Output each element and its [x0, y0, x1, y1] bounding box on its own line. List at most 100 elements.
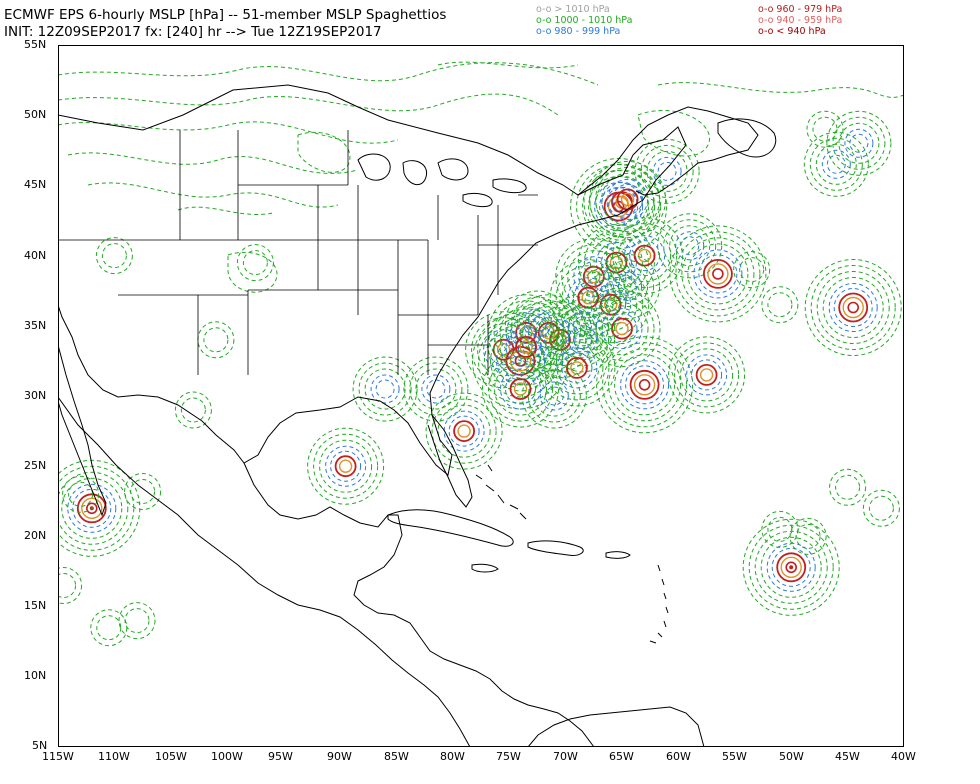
- pressure-contour-ring: [703, 258, 733, 289]
- pressure-contour-ring: [821, 149, 851, 179]
- pressure-contour-ring: [674, 342, 740, 408]
- pressure-contour-ring: [403, 356, 469, 422]
- florida-peninsula: [427, 414, 473, 508]
- pressure-contour-ring: [330, 450, 362, 482]
- pressure-contour-ring: [572, 266, 650, 344]
- pressure-contour-ring: [606, 313, 638, 345]
- pressure-contour-ring: [612, 183, 644, 215]
- pressure-contour-ring: [698, 254, 738, 294]
- pressure-contour-ring: [130, 479, 156, 504]
- yucatan-gulf-coastline: [243, 462, 595, 747]
- low-center: [668, 336, 746, 414]
- pressure-contour-ring: [595, 166, 661, 232]
- lon-label: 60W: [666, 750, 691, 763]
- low-center: [174, 391, 212, 429]
- lat-label: 10N: [24, 669, 47, 682]
- pressure-contour-ring: [810, 265, 896, 350]
- pressure-contour-ring: [804, 259, 902, 356]
- pressure-contour-ring: [828, 283, 878, 332]
- pressure-contour-ring: [58, 471, 129, 545]
- puerto-rico-island: [605, 551, 631, 559]
- lat-label: 25N: [24, 459, 47, 472]
- lon-label: 110W: [98, 750, 130, 763]
- pressure-contour-ring: [550, 307, 615, 373]
- low-center: [352, 356, 418, 422]
- pressure-contour-ring: [663, 219, 717, 273]
- pressure-contour-ring: [761, 510, 799, 548]
- pressure-contour-ring: [618, 277, 638, 296]
- pressure-contour-ring: [599, 187, 639, 226]
- pressure-contour-ring: [832, 116, 886, 170]
- low-center: [806, 110, 844, 148]
- mexico-central-america-coastline: [58, 396, 471, 747]
- pressure-contour-ring: [448, 415, 480, 447]
- low-center: [482, 350, 559, 428]
- pressure-contour-ring: [609, 255, 624, 270]
- pressure-contour-ring: [833, 288, 873, 327]
- pressure-contour-ring: [669, 225, 711, 267]
- pressure-contour-ring: [124, 473, 162, 510]
- pressure-contour-ring: [815, 143, 857, 185]
- spaghetti-map: [58, 45, 904, 747]
- cuba-island: [387, 509, 514, 547]
- lon-label: 75W: [496, 750, 521, 763]
- center-dot: [789, 565, 794, 570]
- low-center: [236, 244, 274, 282]
- pressure-contour-ring: [681, 237, 755, 311]
- pressure-contour-ring: [816, 271, 890, 344]
- pressure-contour-ring: [236, 244, 274, 282]
- pressure-contour-ring: [838, 122, 880, 164]
- lon-label: 85W: [384, 750, 409, 763]
- pressure-contour-ring: [443, 410, 485, 452]
- pressure-contour-ring: [844, 128, 874, 158]
- low-center: [595, 254, 661, 319]
- pressure-contour-ring: [505, 373, 536, 405]
- low-center: [307, 427, 385, 505]
- pressure-contour-ring: [601, 260, 655, 313]
- pressure-contour-ring: [578, 272, 644, 338]
- pressure-contour-ring: [544, 324, 576, 356]
- pressure-contour-ring: [566, 356, 588, 379]
- pressure-contour-ring: [589, 169, 655, 235]
- pressure-contour-ring: [313, 433, 379, 499]
- pressure-contour-ring: [101, 243, 127, 269]
- pressure-contour-ring: [180, 397, 206, 423]
- legend-entry-lt940: o-o < 940 hPa: [758, 26, 826, 37]
- pressure-contour-ring: [352, 356, 418, 422]
- us-state-borders: [58, 130, 538, 375]
- legend-entry-960-979: o-o 960 - 979 hPa: [758, 4, 843, 15]
- pressure-contour-ring: [600, 247, 632, 279]
- pressure-contour-ring: [96, 615, 122, 641]
- pressure-contour-ring: [606, 217, 684, 295]
- pressure-contour-ring: [601, 308, 643, 350]
- pressure-contour-ring: [174, 391, 212, 429]
- pressure-contour-ring: [868, 495, 894, 521]
- pressure-contour-ring: [488, 356, 553, 422]
- pressure-contour-ring: [85, 502, 98, 515]
- pressure-contour-ring: [595, 175, 649, 229]
- pressure-contour-ring: [307, 427, 385, 505]
- pressure-contour-ring: [457, 424, 471, 438]
- pressure-contour-ring: [409, 362, 463, 416]
- pressure-contour-ring: [618, 229, 672, 283]
- pressure-contour-ring: [493, 314, 559, 380]
- pressure-contour-ring: [589, 160, 667, 238]
- pressure-contour-ring: [581, 290, 595, 305]
- low-center: [634, 138, 700, 204]
- pressure-contour-ring: [826, 110, 892, 176]
- pressure-contour-ring: [482, 350, 559, 428]
- south-america-coastline: [527, 706, 705, 747]
- pressure-contour-ring: [822, 277, 884, 338]
- lon-label: 70W: [553, 750, 578, 763]
- pressure-contour-ring: [739, 257, 765, 283]
- pressure-contour-ring: [509, 378, 532, 400]
- pressure-contour-ring: [680, 236, 700, 256]
- pressure-contour-ring: [338, 459, 353, 473]
- pressure-contour-ring: [453, 420, 476, 443]
- lon-label: 40W: [891, 750, 916, 763]
- pressure-contour-ring: [567, 250, 621, 304]
- pressure-contour-ring: [522, 308, 552, 338]
- pressure-contour-ring: [733, 251, 771, 289]
- legend-entry-940-959: o-o 940 - 959 hPa: [758, 15, 843, 26]
- us-mainland-coastline: [58, 84, 687, 476]
